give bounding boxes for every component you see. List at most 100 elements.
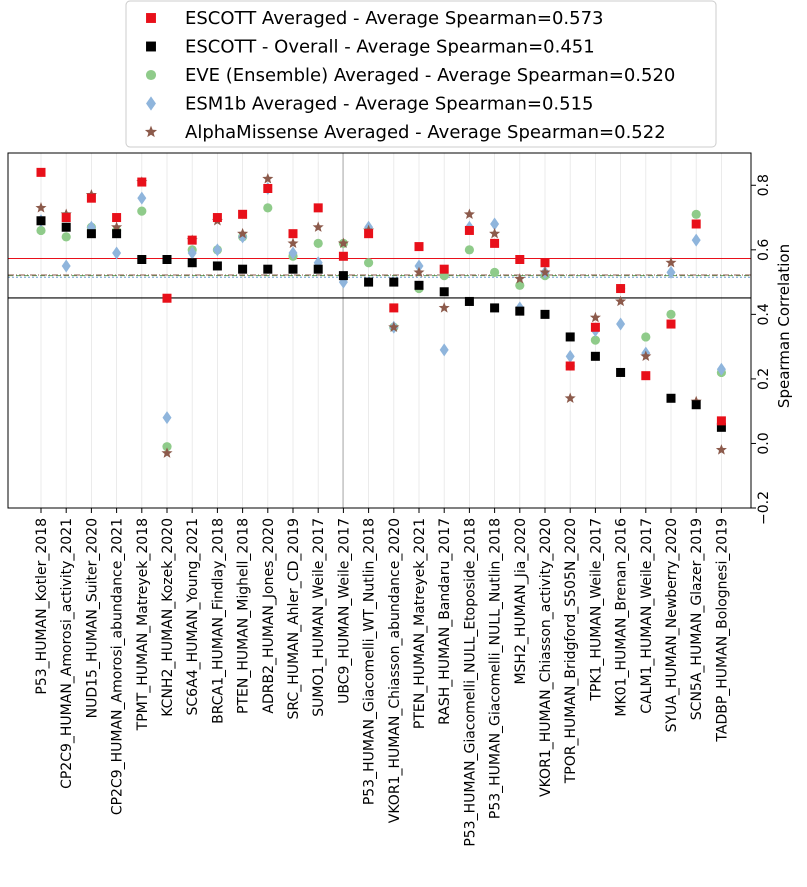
data-point [364, 277, 374, 287]
data-point [288, 229, 298, 239]
data-point [715, 444, 727, 455]
x-tick-label: KCNH2_HUMAN_Kozek_2020 [160, 518, 176, 717]
legend-entry: ESCOTT Averaged - Average Spearman=0.573 [185, 8, 603, 29]
data-point [438, 302, 450, 313]
y-axis-label: Spearman Correlation [775, 244, 793, 408]
x-tick-label: ADRB2_HUMAN_Jones_2020 [261, 518, 277, 714]
x-tick-label: CP2C9_HUMAN_Amorosi_abundance_2021 [110, 518, 126, 815]
data-point [565, 349, 575, 363]
data-point [137, 191, 147, 205]
x-tick-label: P53_HUMAN_Kotler_2018 [34, 518, 50, 695]
data-point [539, 266, 551, 278]
data-point [565, 332, 575, 342]
data-point [187, 246, 197, 260]
data-point [414, 242, 424, 252]
legend-frame [125, 0, 717, 148]
data-point [464, 225, 474, 235]
data-point [565, 361, 575, 371]
data-point [388, 321, 400, 332]
legend-marker [146, 96, 156, 111]
data-point [691, 219, 701, 229]
data-point [616, 284, 626, 294]
x-tick-label: SCN5A_HUMAN_Glazer_2019 [689, 518, 705, 720]
legend-entry: EVE (Ensemble) Averaged - Average Spearm… [185, 65, 675, 86]
x-tick-label: P53_HUMAN_Giacomelli_NULL_Etoposide_2018 [462, 518, 478, 847]
data-point [691, 233, 701, 247]
x-tick-label: P53_HUMAN_Giacomelli_WT_Nutlin_2018 [362, 518, 378, 805]
data-point [61, 232, 71, 242]
x-tick-label: MSH2_HUMAN_Jia_2020 [513, 518, 529, 685]
x-tick-label: BRCA1_HUMAN_Findlay_2018 [210, 518, 226, 724]
data-point [616, 367, 626, 377]
data-point [589, 311, 601, 323]
data-point [666, 309, 676, 319]
x-tick-label: CP2C9_HUMAN_Amorosi_activity_2021 [59, 518, 75, 789]
data-point [238, 264, 248, 274]
data-point [490, 217, 500, 231]
data-point [162, 255, 172, 264]
data-point [665, 256, 677, 268]
data-point [641, 371, 651, 381]
data-point [36, 225, 46, 236]
data-point [61, 222, 71, 232]
data-point [590, 335, 601, 345]
data-point [262, 173, 274, 184]
data-point [86, 193, 96, 203]
data-point [490, 238, 500, 248]
data-point [187, 258, 197, 268]
data-point [287, 237, 299, 249]
x-tick-label: SYUA_HUMAN_Newberry_2020 [664, 518, 680, 732]
x-tick-label: VKOR1_HUMAN_Chiasson_activity_2020 [538, 518, 554, 797]
data-point [61, 213, 71, 223]
data-point [716, 362, 726, 376]
data-point [187, 235, 197, 245]
data-point [490, 267, 500, 278]
data-point [691, 400, 701, 410]
data-point [161, 447, 173, 458]
y-tick-label: 0.8 [756, 174, 772, 196]
data-point [312, 221, 324, 232]
plot-area [7, 152, 752, 509]
data-point [514, 273, 526, 284]
data-point [112, 213, 122, 223]
x-tick-label: MK01_HUMAN_Brenan_2016 [614, 518, 630, 717]
x-tick-label: PTEN_HUMAN_Mighell_2018 [236, 518, 252, 714]
y-tick-label: 0.6 [756, 239, 772, 261]
data-point [288, 246, 298, 260]
data-point [515, 255, 525, 264]
data-point [338, 251, 348, 261]
x-tick-label: RASH_HUMAN_Bandaru_2017 [437, 518, 453, 725]
data-point [86, 229, 96, 239]
data-point [313, 264, 323, 274]
data-point [439, 287, 449, 297]
data-point [237, 227, 249, 239]
data-point [716, 422, 726, 432]
data-point [137, 206, 147, 216]
data-point [364, 229, 374, 239]
data-point [414, 280, 424, 290]
x-tick-label: SUMO1_HUMAN_Weile_2017 [311, 518, 327, 717]
x-tick-label: SRC_HUMAN_Ahler_CD_2019 [286, 518, 302, 720]
data-point [263, 184, 273, 193]
data-point [112, 246, 122, 260]
data-point [212, 213, 222, 223]
plot-frame [7, 152, 752, 509]
data-point [615, 295, 627, 307]
x-tick-label: TPMT_HUMAN_Matreyek_2018 [135, 518, 151, 731]
data-point [338, 271, 348, 281]
data-point [313, 238, 323, 248]
data-point [439, 343, 449, 357]
data-point [515, 280, 525, 290]
data-point [36, 167, 46, 177]
legend-marker [146, 13, 156, 23]
data-point [162, 442, 172, 452]
data-point [691, 209, 701, 219]
data-point [313, 203, 323, 213]
plot-background [8, 153, 751, 508]
x-tick-label: CALM1_HUMAN_Weile_2017 [639, 518, 655, 714]
data-point [212, 243, 222, 257]
data-point [640, 350, 652, 362]
legend-entry: AlphaMissense Averaged - Average Spearma… [185, 122, 666, 143]
data-point [337, 237, 349, 249]
data-point [666, 265, 676, 279]
